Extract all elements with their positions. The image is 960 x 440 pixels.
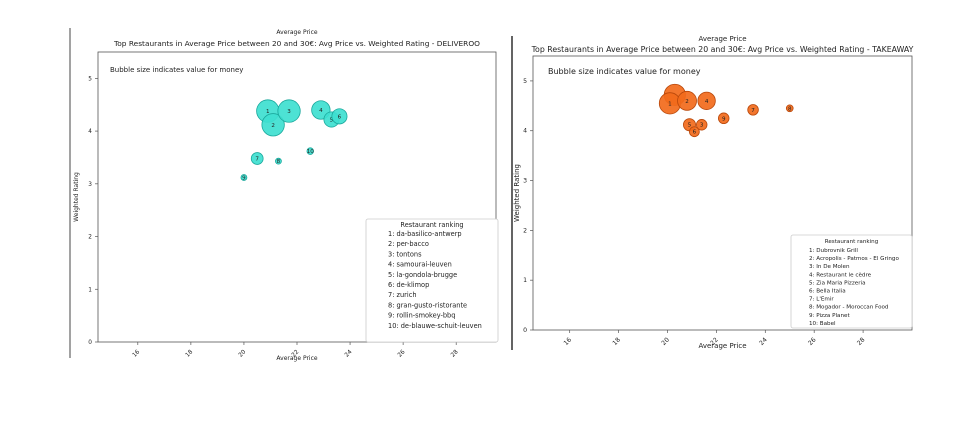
chart2-x-tick-label: 20 [660,336,671,347]
chart1-bubble [306,147,314,155]
chart2-legend-entry: 10: Babel [809,321,836,327]
chart2-bubble [695,119,708,131]
chart1-y-axis-label: Weighted Rating [73,172,80,222]
chart2-bubble [677,90,697,111]
chart1-legend-entry: 3: tontons [388,250,422,258]
chart2-top-label: Average Price [698,35,746,43]
chart2-legend-entry: 9: Pizza Planet [809,313,850,319]
chart2-x-axis-label: Average Price [698,342,746,350]
chart1-y-tick-label: 4 [88,129,92,135]
chart1-x-axis-label: Average Price [276,355,317,362]
chart2-y-tick-label: 1 [523,277,527,284]
chart1-y-tick-label: 1 [88,287,92,293]
chart1-legend-entry: 1: da-basilico-antwerp [388,230,462,238]
chart1-x-tick-label: 24 [344,349,354,359]
chart1-legend-title: Restaurant ranking [400,221,463,229]
chart1-legend-entry: 5: la-gondola-brugge [388,271,457,279]
chart1-x-tick-label: 22 [291,349,301,359]
chart2-bubble [697,91,716,110]
chart2-legend-box [790,234,913,329]
chart2-legend-entry: 6: Bella Italia [809,289,846,295]
chart1-bubble-label: 9 [242,175,246,181]
chart1-bubble [331,108,348,125]
chart2-y-tick-label: 2 [523,227,527,234]
chart2-bubble [718,112,730,124]
chart2-legend-entry: 3: In De Molen [809,264,850,270]
chart1-legend-entry: 10: de-blauwe-schuit-leuven [388,322,482,330]
chart2-legend-title: Restaurant ranking [825,239,879,245]
chart1-bubble-label: 10 [307,149,315,155]
chart1-top-label: Average Price [276,29,317,36]
chart1-x-tick-label: 20 [238,349,248,359]
chart2-legend-entry: 8: Mogador - Moroccan Food [809,305,889,311]
chart1-y-tick-label: 2 [88,235,92,241]
chart2-x-tick-label: 24 [758,336,769,347]
chart2-bubble-label: 5 [688,123,692,129]
chart1-title: Top Restaurants in Average Price between… [113,39,480,48]
chart1-bubble-label: 1 [266,109,270,115]
chart2-y-tick-label: 3 [523,178,527,185]
chart2-legend-entry: 5: Zia Maria Pizzeria [809,280,866,286]
chart1-annotation: Bubble size indicates value for money [110,66,243,74]
chart2-y-tick-label: 0 [523,327,527,334]
chart2-plot-frame [532,55,913,331]
chart2-legend-entry: 2: Acropolis - Patmos - El Gringo [809,256,899,262]
chart1-bubble [261,113,285,137]
chart2-x-tick-label: 18 [611,336,622,347]
chart1-y-tick-label: 0 [88,340,92,346]
chart2-bubble-label: 9 [722,116,726,122]
chart1-y-tick-label: 5 [88,76,92,82]
chart1-legend-entry: 6: de-klimop [388,281,429,289]
chart1-x-tick-label: 16 [132,349,142,359]
chart2-y-axis-label: Weighted Rating [513,164,521,222]
chart2-bubble-label: 8 [788,106,792,112]
chart1-bubble-label: 8 [277,159,281,165]
chart2-bubble [689,126,700,138]
chart1-legend-box [365,218,499,343]
chart2-legend-entry: 7: L'Emir [809,297,834,303]
chart1-bubble [275,157,282,165]
chart2-bubble [747,104,759,116]
chart1-legend-entry: 2: per-bacco [388,240,429,248]
chart2-x-tick-label: 22 [709,336,720,347]
chart1-legend-entry: 8: gran-gusto-ristorante [388,301,467,309]
chart1-bubble-label: 7 [255,157,259,163]
chart1-x-tick-label: 18 [185,349,195,359]
chart1-bubble-label: 4 [319,108,323,114]
chart2-bubble-label: 4 [705,99,709,105]
chart1-bubble-label: 6 [338,114,342,120]
chart2-y-tick-label: 5 [523,78,527,85]
chart1-bubble [277,99,301,123]
chart2-x-tick-label: 16 [563,336,574,347]
chart2-legend-entry: 1: Dubrovnik Grill [809,248,858,254]
chart2-bubble-label: 1 [668,101,672,107]
chart2-bubble [785,104,794,113]
chart2-bubble-label: 2 [685,99,689,105]
chart1-y-tick-label: 3 [88,182,92,188]
chart1-x-tick-label: 26 [397,349,407,359]
chart1-bubble-label: 2 [271,123,275,129]
chart2-legend-entry: 4: Restaurant le cèdre [809,271,872,278]
chart1-legend-entry: 4: samourai-leuven [388,261,452,269]
chart1-bubble [250,152,264,165]
chart2-bubble-label: 6 [693,130,697,136]
chart1-bubble [240,174,248,181]
chart2-annotation: Bubble size indicates value for money [548,67,701,76]
chart1-x-tick-label: 28 [450,349,460,359]
chart2-y-tick-label: 4 [523,128,527,135]
chart1-bubble-label: 3 [287,109,291,115]
chart1-legend-entry: 9: rollin-smokey-bbq [388,312,455,320]
chart2-x-tick-label: 28 [856,336,867,347]
chart1-legend-entry: 7: zurich [388,291,417,299]
chart2-title: Top Restaurants in Average Price between… [531,45,914,54]
chart2-bubble-label: 7 [751,108,755,114]
chart2-x-tick-label: 26 [807,336,818,347]
chart1-bubble-label: 5 [330,117,334,123]
chart2-bubble-label: 3 [700,123,704,129]
